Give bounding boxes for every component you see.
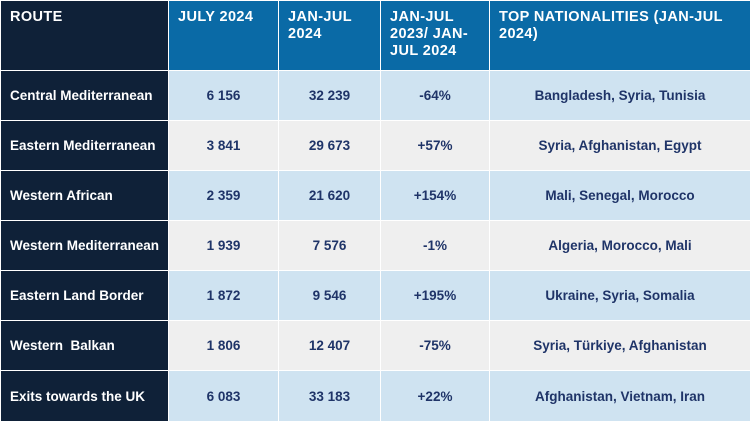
- change-value: +195%: [381, 271, 490, 321]
- route-name: Central Mediterranean: [1, 71, 169, 121]
- july-2024-value: 3 841: [169, 121, 279, 171]
- route-name: Western African: [1, 171, 169, 221]
- nationalities-value: Algeria, Morocco, Mali: [490, 221, 750, 271]
- change-value: -64%: [381, 71, 490, 121]
- table-row: Eastern Mediterranean 3 841 29 673 +57% …: [1, 121, 750, 171]
- nationalities-value: Afghanistan, Vietnam, Iran: [490, 371, 750, 422]
- jan-jul-2024-value: 21 620: [279, 171, 381, 221]
- header-row: ROUTE JULY 2024 JAN-JUL 2024 JAN-JUL 202…: [1, 1, 750, 71]
- route-name: Western Mediterranean: [1, 221, 169, 271]
- change-value: -75%: [381, 321, 490, 371]
- route-name: Exits towards the UK: [1, 371, 169, 422]
- header-route: ROUTE: [1, 1, 169, 71]
- jan-jul-2024-value: 9 546: [279, 271, 381, 321]
- route-name: Eastern Land Border: [1, 271, 169, 321]
- header-change: JAN-JUL 2023/ JAN-JUL 2024: [381, 1, 490, 71]
- route-name: Western Balkan: [1, 321, 169, 371]
- table-row: Exits towards the UK 6 083 33 183 +22% A…: [1, 371, 750, 422]
- table-row: Western Mediterranean 1 939 7 576 -1% Al…: [1, 221, 750, 271]
- header-jan-jul-2024: JAN-JUL 2024: [279, 1, 381, 71]
- route-name: Eastern Mediterranean: [1, 121, 169, 171]
- jan-jul-2024-value: 29 673: [279, 121, 381, 171]
- table-row: Central Mediterranean 6 156 32 239 -64% …: [1, 71, 750, 121]
- jan-jul-2024-value: 7 576: [279, 221, 381, 271]
- nationalities-value: Syria, Afghanistan, Egypt: [490, 121, 750, 171]
- jan-jul-2024-value: 33 183: [279, 371, 381, 422]
- july-2024-value: 1 939: [169, 221, 279, 271]
- nationalities-value: Syria, Türkiye, Afghanistan: [490, 321, 750, 371]
- july-2024-value: 1 806: [169, 321, 279, 371]
- nationalities-value: Bangladesh, Syria, Tunisia: [490, 71, 750, 121]
- july-2024-value: 6 083: [169, 371, 279, 422]
- change-value: -1%: [381, 221, 490, 271]
- table-row: Western Balkan 1 806 12 407 -75% Syria, …: [1, 321, 750, 371]
- july-2024-value: 2 359: [169, 171, 279, 221]
- nationalities-value: Mali, Senegal, Morocco: [490, 171, 750, 221]
- july-2024-value: 6 156: [169, 71, 279, 121]
- header-top-nationalities: TOP NATIONALITIES (JAN-JUL 2024): [490, 1, 750, 71]
- table-row: Western African 2 359 21 620 +154% Mali,…: [1, 171, 750, 221]
- nationalities-value: Ukraine, Syria, Somalia: [490, 271, 750, 321]
- july-2024-value: 1 872: [169, 271, 279, 321]
- jan-jul-2024-value: 12 407: [279, 321, 381, 371]
- header-july-2024: JULY 2024: [169, 1, 279, 71]
- change-value: +154%: [381, 171, 490, 221]
- change-value: +22%: [381, 371, 490, 422]
- jan-jul-2024-value: 32 239: [279, 71, 381, 121]
- table-row: Eastern Land Border 1 872 9 546 +195% Uk…: [1, 271, 750, 321]
- change-value: +57%: [381, 121, 490, 171]
